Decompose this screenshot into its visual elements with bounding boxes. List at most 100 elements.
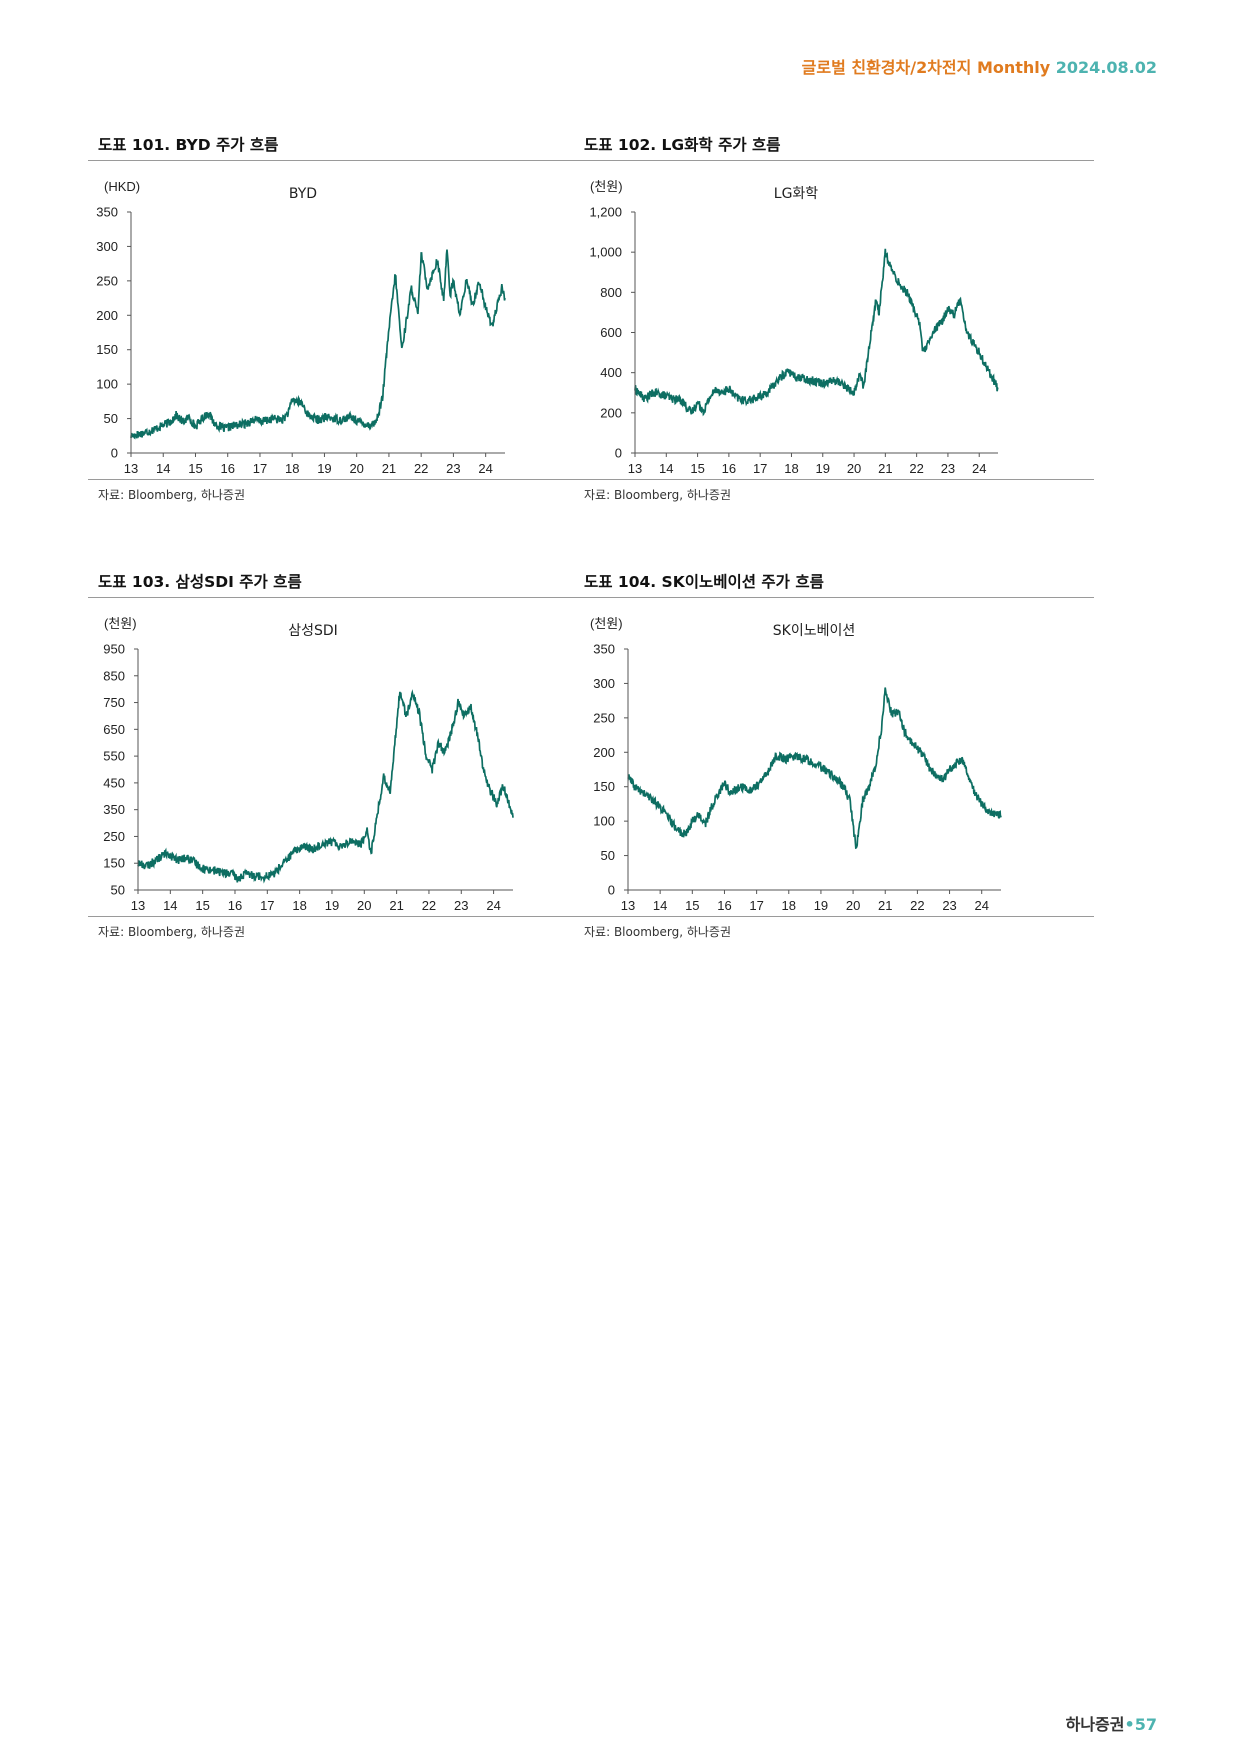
y-tick-label: 150 bbox=[593, 779, 615, 794]
y-tick-label: 100 bbox=[96, 377, 118, 392]
series-label: 삼성SDI bbox=[288, 623, 338, 639]
y-tick-label: 750 bbox=[103, 695, 125, 710]
x-tick-label: 24 bbox=[478, 461, 492, 476]
footer-dot: • bbox=[1124, 1715, 1135, 1734]
x-tick-label: 19 bbox=[317, 461, 331, 476]
x-tick-label: 22 bbox=[909, 461, 923, 476]
source-note: 자료: Bloomberg, 하나증권 bbox=[574, 916, 1094, 940]
source-note: 자료: Bloomberg, 하나증권 bbox=[88, 916, 608, 940]
x-tick-label: 16 bbox=[220, 461, 234, 476]
footer-brand: 하나증권 bbox=[1065, 1715, 1125, 1734]
y-tick-label: 100 bbox=[593, 814, 615, 829]
y-tick-label: 350 bbox=[96, 205, 118, 220]
x-tick-label: 22 bbox=[414, 461, 428, 476]
y-tick-label: 250 bbox=[96, 273, 118, 288]
x-tick-label: 23 bbox=[454, 898, 468, 913]
y-tick-label: 300 bbox=[593, 676, 615, 691]
y-tick-label: 200 bbox=[600, 405, 622, 420]
y-tick-label: 800 bbox=[600, 285, 622, 300]
series-label: LG화학 bbox=[774, 186, 819, 202]
y-tick-label: 600 bbox=[600, 325, 622, 340]
x-tick-label: 20 bbox=[846, 898, 860, 913]
chart-svg-lgchem: (천원) LG화학 0 200 400 600 800 1,000 1,200 13 14 15 1… bbox=[589, 179, 999, 476]
y-tick-label: 50 bbox=[601, 848, 615, 863]
x-tick-label: 14 bbox=[653, 898, 667, 913]
y-tick-label: 200 bbox=[593, 745, 615, 760]
x-tick-label: 16 bbox=[722, 461, 736, 476]
x-tick-label: 15 bbox=[690, 461, 704, 476]
x-tick-label: 19 bbox=[816, 461, 830, 476]
x-tick-label: 22 bbox=[422, 898, 436, 913]
y-tick-label: 550 bbox=[103, 749, 125, 764]
chart-panel-skinnovation: 도표 104. SK이노베이션 주가 흐름 (천원) SK이노베이션 0 50 10… bbox=[574, 571, 1094, 940]
x-tick-label: 22 bbox=[910, 898, 924, 913]
x-tick-label: 23 bbox=[941, 461, 955, 476]
x-tick-label: 17 bbox=[260, 898, 274, 913]
x-tick-label: 15 bbox=[195, 898, 209, 913]
unit-label: (천원) bbox=[590, 179, 623, 194]
y-tick-label: 350 bbox=[593, 642, 615, 657]
chart-title: 도표 102. LG화학 주가 흐름 bbox=[574, 134, 1094, 161]
x-tick-label: 21 bbox=[878, 898, 892, 913]
y-tick-label: 300 bbox=[96, 239, 118, 254]
report-title: 글로벌 친환경차/2차전지 Monthly bbox=[801, 58, 1051, 77]
report-date: 2024.08.02 bbox=[1055, 58, 1157, 77]
x-tick-label: 14 bbox=[163, 898, 177, 913]
x-tick-label: 24 bbox=[972, 461, 986, 476]
x-tick-label: 13 bbox=[621, 898, 635, 913]
price-line bbox=[627, 687, 1002, 850]
y-tick-label: 850 bbox=[103, 668, 125, 683]
x-tick-label: 24 bbox=[974, 898, 988, 913]
x-tick-label: 16 bbox=[228, 898, 242, 913]
y-tick-label: 450 bbox=[103, 775, 125, 790]
chart-svg-skinnovation: (천원) SK이노베이션 0 50 100 150 200 250 300 350 13 14 15… bbox=[590, 616, 1002, 913]
y-tick-label: 50 bbox=[111, 883, 125, 898]
x-tick-label: 23 bbox=[446, 461, 460, 476]
chart-panel-lgchem: 도표 102. LG화학 주가 흐름 (천원) LG화학 0 200 400 600 8… bbox=[574, 134, 1094, 503]
x-tick-label: 17 bbox=[253, 461, 267, 476]
x-tick-label: 18 bbox=[285, 461, 299, 476]
x-tick-label: 19 bbox=[814, 898, 828, 913]
y-tick-label: 400 bbox=[600, 365, 622, 380]
x-tick-label: 21 bbox=[382, 461, 396, 476]
chart-title: 도표 101. BYD 주가 흐름 bbox=[88, 134, 608, 161]
y-tick-label: 0 bbox=[111, 446, 118, 461]
report-header: 글로벌 친환경차/2차전지 Monthly 2024.08.02 bbox=[802, 54, 1157, 78]
chart-title: 도표 103. 삼성SDI 주가 흐름 bbox=[88, 571, 608, 598]
y-tick-label: 250 bbox=[593, 710, 615, 725]
unit-label: (HKD) bbox=[104, 179, 140, 194]
y-tick-label: 0 bbox=[608, 883, 615, 898]
x-tick-label: 20 bbox=[357, 898, 371, 913]
y-tick-label: 0 bbox=[615, 446, 622, 461]
chart-title: 도표 104. SK이노베이션 주가 흐름 bbox=[574, 571, 1094, 598]
x-tick-label: 13 bbox=[124, 461, 138, 476]
x-tick-label: 18 bbox=[292, 898, 306, 913]
y-tick-label: 950 bbox=[103, 642, 125, 657]
x-tick-label: 23 bbox=[942, 898, 956, 913]
chart-panel-samsungsdi: 도표 103. 삼성SDI 주가 흐름 (천원) 삼성SDI 50 150 250 3… bbox=[88, 571, 608, 940]
x-tick-label: 20 bbox=[847, 461, 861, 476]
y-tick-label: 1,000 bbox=[589, 245, 622, 260]
x-tick-label: 19 bbox=[325, 898, 339, 913]
x-tick-label: 16 bbox=[717, 898, 731, 913]
page-number: 57 bbox=[1134, 1715, 1157, 1734]
y-tick-label: 250 bbox=[103, 829, 125, 844]
x-tick-label: 13 bbox=[131, 898, 145, 913]
x-tick-label: 15 bbox=[188, 461, 202, 476]
chart-panel-byd: 도표 101. BYD 주가 흐름 (HKD) BYD 0 50 100 150 200… bbox=[88, 134, 608, 503]
x-tick-label: 18 bbox=[782, 898, 796, 913]
x-tick-label: 24 bbox=[486, 898, 500, 913]
y-tick-label: 50 bbox=[104, 411, 118, 426]
unit-label: (천원) bbox=[590, 616, 623, 631]
source-note: 자료: Bloomberg, 하나증권 bbox=[88, 479, 608, 503]
x-tick-label: 14 bbox=[156, 461, 170, 476]
series-label: SK이노베이션 bbox=[773, 623, 855, 639]
x-tick-label: 17 bbox=[749, 898, 763, 913]
price-line bbox=[130, 249, 506, 440]
unit-label: (천원) bbox=[104, 616, 137, 631]
chart-svg-byd: (HKD) BYD 0 50 100 150 200 250 300 350 13 14 15 16 1… bbox=[96, 179, 506, 476]
price-line bbox=[634, 248, 999, 417]
source-note: 자료: Bloomberg, 하나증권 bbox=[574, 479, 1094, 503]
y-tick-label: 150 bbox=[96, 342, 118, 357]
y-tick-label: 1,200 bbox=[589, 205, 622, 220]
